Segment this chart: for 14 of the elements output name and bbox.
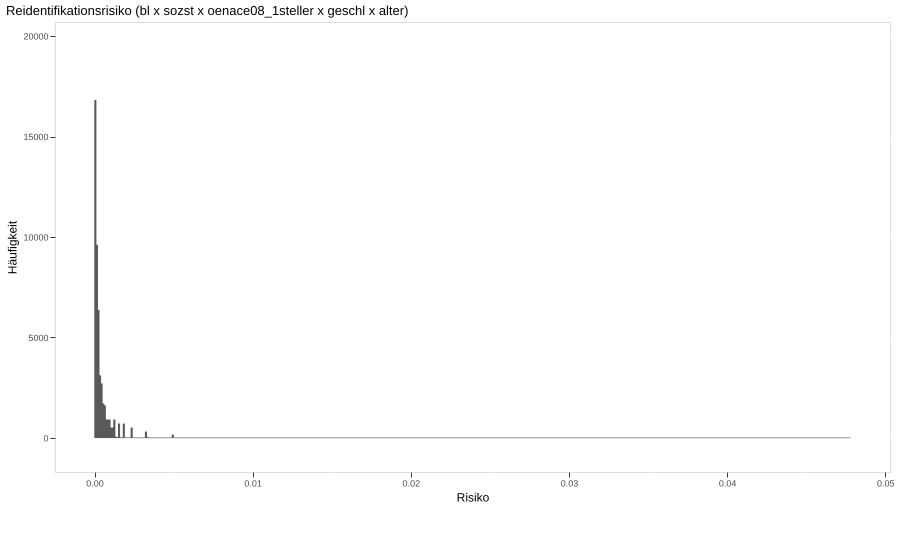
x-tick-label: 0.01 bbox=[244, 478, 262, 488]
x-tick-label: 0.04 bbox=[718, 478, 736, 488]
y-tick-label: 10000 bbox=[23, 232, 48, 242]
y-axis-title: Häufigkeit bbox=[5, 220, 20, 274]
x-tick-label: 0.02 bbox=[402, 478, 420, 488]
x-tick-label: 0.03 bbox=[560, 478, 578, 488]
y-tick-label: 20000 bbox=[23, 32, 48, 42]
x-tick-label: 0.05 bbox=[876, 478, 895, 488]
y-tick-label: 0 bbox=[43, 433, 48, 444]
y-tick-label: 15000 bbox=[23, 132, 48, 142]
y-tick-label: 5000 bbox=[28, 332, 48, 343]
x-axis-title: Risiko bbox=[456, 490, 490, 504]
x-tick-label: 0.00 bbox=[86, 478, 104, 488]
chart-title: Reidentifikationsrisiko (bl x sozst x oenace08_1steller x geschl x alter) bbox=[6, 3, 408, 18]
